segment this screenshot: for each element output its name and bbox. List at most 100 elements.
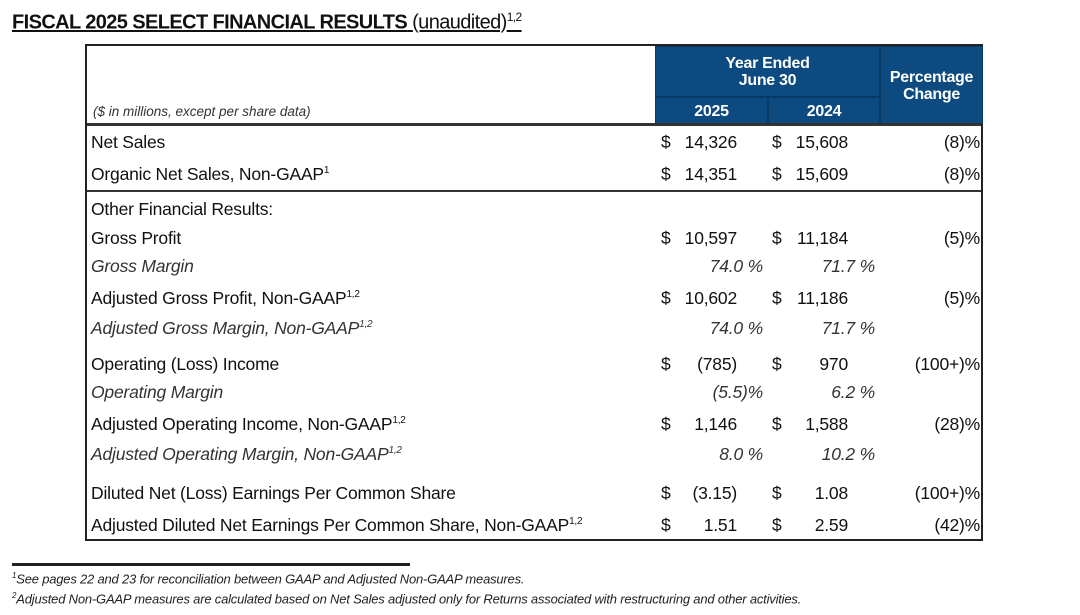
currency-2024: $	[772, 132, 782, 152]
row-label: Gross Profit	[91, 228, 181, 248]
value-2025: 14,326	[684, 132, 738, 152]
header-divider	[87, 123, 981, 126]
row-label: Organic Net Sales, Non-GAAP1	[91, 164, 330, 184]
row-label: Net Sales	[91, 132, 166, 152]
units-note: ($ in millions, except per share data)	[93, 104, 311, 119]
row-label: Adjusted Diluted Net Earnings Per Common…	[91, 515, 583, 535]
percentage-change: (5)%	[943, 288, 980, 308]
currency-2024: $	[772, 164, 782, 184]
table-row: Other Financial Results:	[87, 197, 981, 225]
currency-2024: $	[772, 414, 782, 434]
margin-2025: 74.0 %	[709, 318, 763, 338]
margin-2025: 8.0 %	[719, 444, 763, 464]
value-2025: 1.51	[703, 515, 737, 535]
margin-2025: (5.5)%	[712, 382, 764, 402]
currency-2025: $	[661, 354, 671, 374]
footnote-rule	[12, 563, 410, 566]
currency-2024: $	[772, 515, 782, 535]
footnote-ref: 1,2	[346, 289, 360, 301]
percentage-change: (8)%	[943, 164, 980, 184]
title-main: FISCAL 2025 SELECT FINANCIAL RESULTS	[12, 11, 408, 34]
row-label: Operating (Loss) Income	[91, 354, 279, 374]
currency-2024: $	[772, 288, 782, 308]
margin-2025: 74.0 %	[709, 256, 763, 276]
footnote-1-text: See pages 22 and 23 for reconciliation b…	[16, 571, 525, 587]
currency-2025: $	[661, 132, 671, 152]
table-row: Net Sales $14,326 $15,608 (8)%	[87, 130, 981, 158]
currency-2025: $	[661, 414, 671, 434]
footnote-ref: 1,2	[388, 445, 402, 457]
title-qualifier: (unaudited)	[412, 11, 507, 34]
table-row: Gross Margin 74.0 % 71.7 %	[87, 254, 981, 282]
row-label: Adjusted Gross Margin, Non-GAAP1,2	[91, 318, 373, 338]
value-2025: 10,597	[684, 228, 738, 248]
currency-2025: $	[661, 228, 671, 248]
footnote-2-text: Adjusted Non-GAAP measures are calculate…	[16, 591, 802, 607]
value-2024: 11,186	[796, 288, 848, 308]
margin-2024: 6.2 %	[831, 382, 875, 402]
row-label: Adjusted Gross Profit, Non-GAAP1,2	[91, 288, 360, 308]
header-percentage-change: Percentage Change	[880, 46, 983, 124]
header-2025: 2025	[655, 97, 768, 124]
percentage-change: (100+)%	[914, 354, 980, 374]
row-label: Operating Margin	[91, 382, 224, 402]
footnote-2: 2Adjusted Non-GAAP measures are calculat…	[12, 591, 801, 606]
margin-2024: 71.7 %	[821, 318, 875, 338]
margin-2024: 71.7 %	[821, 256, 875, 276]
row-label: Gross Margin	[91, 256, 194, 276]
row-label: Diluted Net (Loss) Earnings Per Common S…	[91, 483, 456, 503]
table-row: Diluted Net (Loss) Earnings Per Common S…	[87, 481, 981, 509]
currency-2025: $	[661, 515, 671, 535]
value-2025: 14,351	[684, 164, 738, 184]
value-2025: 1,146	[694, 414, 737, 434]
footnote-ref: 1,2	[569, 516, 583, 528]
footnote-ref: 1	[323, 165, 330, 177]
table-row: Operating Margin (5.5)% 6.2 %	[87, 380, 981, 408]
header-year-ended: Year Ended June 30	[655, 46, 880, 97]
header-2024: 2024	[768, 97, 880, 124]
footnote-1: 1See pages 22 and 23 for reconciliation …	[12, 571, 524, 586]
pct-label-1: Percentage	[889, 69, 974, 86]
currency-2025: $	[661, 288, 671, 308]
percentage-change: (5)%	[943, 228, 980, 248]
value-2024: 1,588	[805, 414, 848, 434]
percentage-change: (8)%	[943, 132, 980, 152]
table-row: Organic Net Sales, Non-GAAP1 $14,351 $15,6…	[87, 162, 981, 190]
table-row: Gross Profit $10,597 $11,184 (5)%	[87, 226, 981, 254]
page-title: FISCAL 2025 SELECT FINANCIAL RESULTS (un…	[12, 10, 522, 35]
financial-results-table: Year Ended June 30 2025 2024 Percentage Ch…	[85, 44, 983, 541]
value-2024: 970	[819, 354, 848, 374]
pct-label-2: Change	[903, 86, 960, 103]
footnote-2-marker: 2	[12, 591, 17, 600]
footnote-ref: 1,2	[392, 415, 406, 427]
row-label: Adjusted Operating Margin, Non-GAAP1,2	[91, 444, 402, 464]
row-label: Adjusted Operating Income, Non-GAAP1,2	[91, 414, 406, 434]
table-row: Adjusted Diluted Net Earnings Per Common…	[87, 513, 981, 541]
table-row: Adjusted Gross Profit, Non-GAAP1,2 $10,60…	[87, 286, 981, 314]
currency-2025: $	[661, 483, 671, 503]
value-2024: 15,609	[795, 164, 849, 184]
row-label: Other Financial Results:	[91, 199, 273, 219]
value-2025: (785)	[697, 354, 737, 374]
margin-2024: 10.2 %	[821, 444, 875, 464]
title-footnote-ref: 1,2	[506, 10, 522, 24]
percentage-change: (42)%	[934, 515, 980, 535]
percentage-change: (100+)%	[914, 483, 980, 503]
value-2024: 15,608	[795, 132, 849, 152]
currency-2025: $	[661, 164, 671, 184]
table-row: Adjusted Operating Income, Non-GAAP1,2 $1…	[87, 412, 981, 440]
table-row: Adjusted Gross Margin, Non-GAAP1,2 74.0 %…	[87, 316, 981, 344]
table-row: Adjusted Operating Margin, Non-GAAP1,2 8.…	[87, 442, 981, 470]
footnote-1-marker: 1	[12, 571, 17, 580]
june-30-label: June 30	[738, 72, 797, 89]
value-2024: 11,184	[796, 228, 848, 248]
year-ended-label: Year Ended	[725, 55, 810, 72]
value-2025: 10,602	[684, 288, 738, 308]
percentage-change: (28)%	[934, 414, 980, 434]
footnote-ref: 1,2	[359, 319, 373, 331]
currency-2024: $	[772, 483, 782, 503]
value-2024: 1.08	[814, 483, 848, 503]
currency-2024: $	[772, 228, 782, 248]
currency-2024: $	[772, 354, 782, 374]
value-2024: 2.59	[814, 515, 848, 535]
